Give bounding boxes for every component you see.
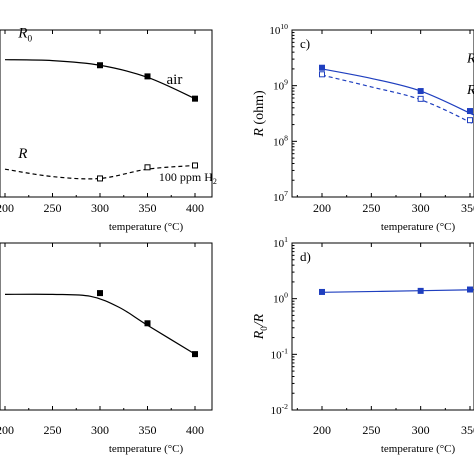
data-point (417, 287, 424, 294)
x-tick-label: 300 (412, 423, 430, 437)
x-axis-label: temperature (°C) (109, 221, 184, 233)
x-tick-label: 250 (44, 201, 62, 215)
data-point (319, 71, 325, 78)
y-tick-label: 100 (273, 291, 288, 306)
data-point (97, 290, 103, 297)
y-tick-label: 108 (273, 133, 288, 148)
data-point (319, 288, 325, 295)
annotation-series-label: R0 (466, 51, 474, 68)
x-tick-label: 350 (461, 423, 474, 437)
annotation-series-label: R0 (17, 25, 32, 44)
y-axis-label: R0/R (252, 313, 269, 340)
y-axis-label-text: R0/R (252, 313, 269, 340)
x-tick-label: 300 (412, 201, 430, 215)
x-tick-label: 400 (186, 423, 204, 437)
x-tick-label: 200 (0, 201, 14, 215)
y-tick-label: 107 (273, 189, 288, 204)
y-tick-label: 10-1 (271, 346, 289, 361)
annotation-air: air (167, 72, 183, 88)
data-point (144, 320, 151, 327)
y-tick-label: 10-2 (271, 402, 289, 417)
y-tick-label: 1010 (269, 22, 288, 37)
annotation-gas: 100 ppm H2 (159, 170, 217, 186)
x-tick-label: 200 (313, 201, 331, 215)
x-tick-label: 200 (0, 423, 14, 437)
panel-top_right: 200 250 300 350 temperature (°C) 107 108 109 101… (252, 22, 474, 233)
data-point (319, 64, 325, 71)
x-tick-label: 300 (91, 201, 109, 215)
plot-frame (0, 29, 213, 198)
data-point (417, 95, 424, 102)
panel-label: c) (300, 36, 310, 51)
data-point (97, 175, 103, 182)
series-line (321, 289, 474, 293)
x-axis-label: temperature (°C) (109, 443, 184, 455)
plot-frame (291, 29, 474, 198)
data-point (417, 88, 424, 95)
data-point (144, 164, 151, 171)
data-point (97, 62, 103, 69)
x-axis-label: temperature (°C) (381, 443, 456, 455)
x-tick-label: 400 (186, 201, 204, 215)
x-tick-label: 350 (461, 201, 474, 215)
x-tick-label: 250 (362, 201, 380, 215)
data-point (467, 117, 473, 124)
annotation-series-label: R (466, 83, 474, 98)
x-tick-label: 300 (91, 423, 109, 437)
x-tick-label: 250 (44, 423, 62, 437)
data-point (467, 286, 473, 293)
x-tick-label: 200 (313, 423, 331, 437)
series-line (4, 293, 196, 355)
plot-frame (0, 242, 213, 411)
annotation-series-label: R (17, 146, 27, 162)
x-tick-label: 350 (139, 201, 157, 215)
data-point (144, 73, 151, 80)
panel-label: d) (300, 249, 311, 264)
x-tick-label: 250 (362, 423, 380, 437)
y-tick-label: 109 (273, 78, 288, 93)
data-point (192, 95, 198, 102)
data-point (192, 162, 198, 169)
y-axis-label: R (ohm) (252, 90, 267, 138)
data-point (467, 108, 473, 115)
y-tick-label: 101 (273, 235, 288, 250)
x-axis-label: temperature (°C) (381, 221, 456, 233)
y-axis-label-text: R (ohm) (252, 90, 267, 138)
plot-frame (291, 242, 474, 411)
panel-bottom_right: 200 250 300 350 temperature (°C) 10-2 10-1 100 1… (252, 235, 474, 455)
x-tick-label: 350 (139, 423, 157, 437)
data-point (192, 351, 198, 358)
